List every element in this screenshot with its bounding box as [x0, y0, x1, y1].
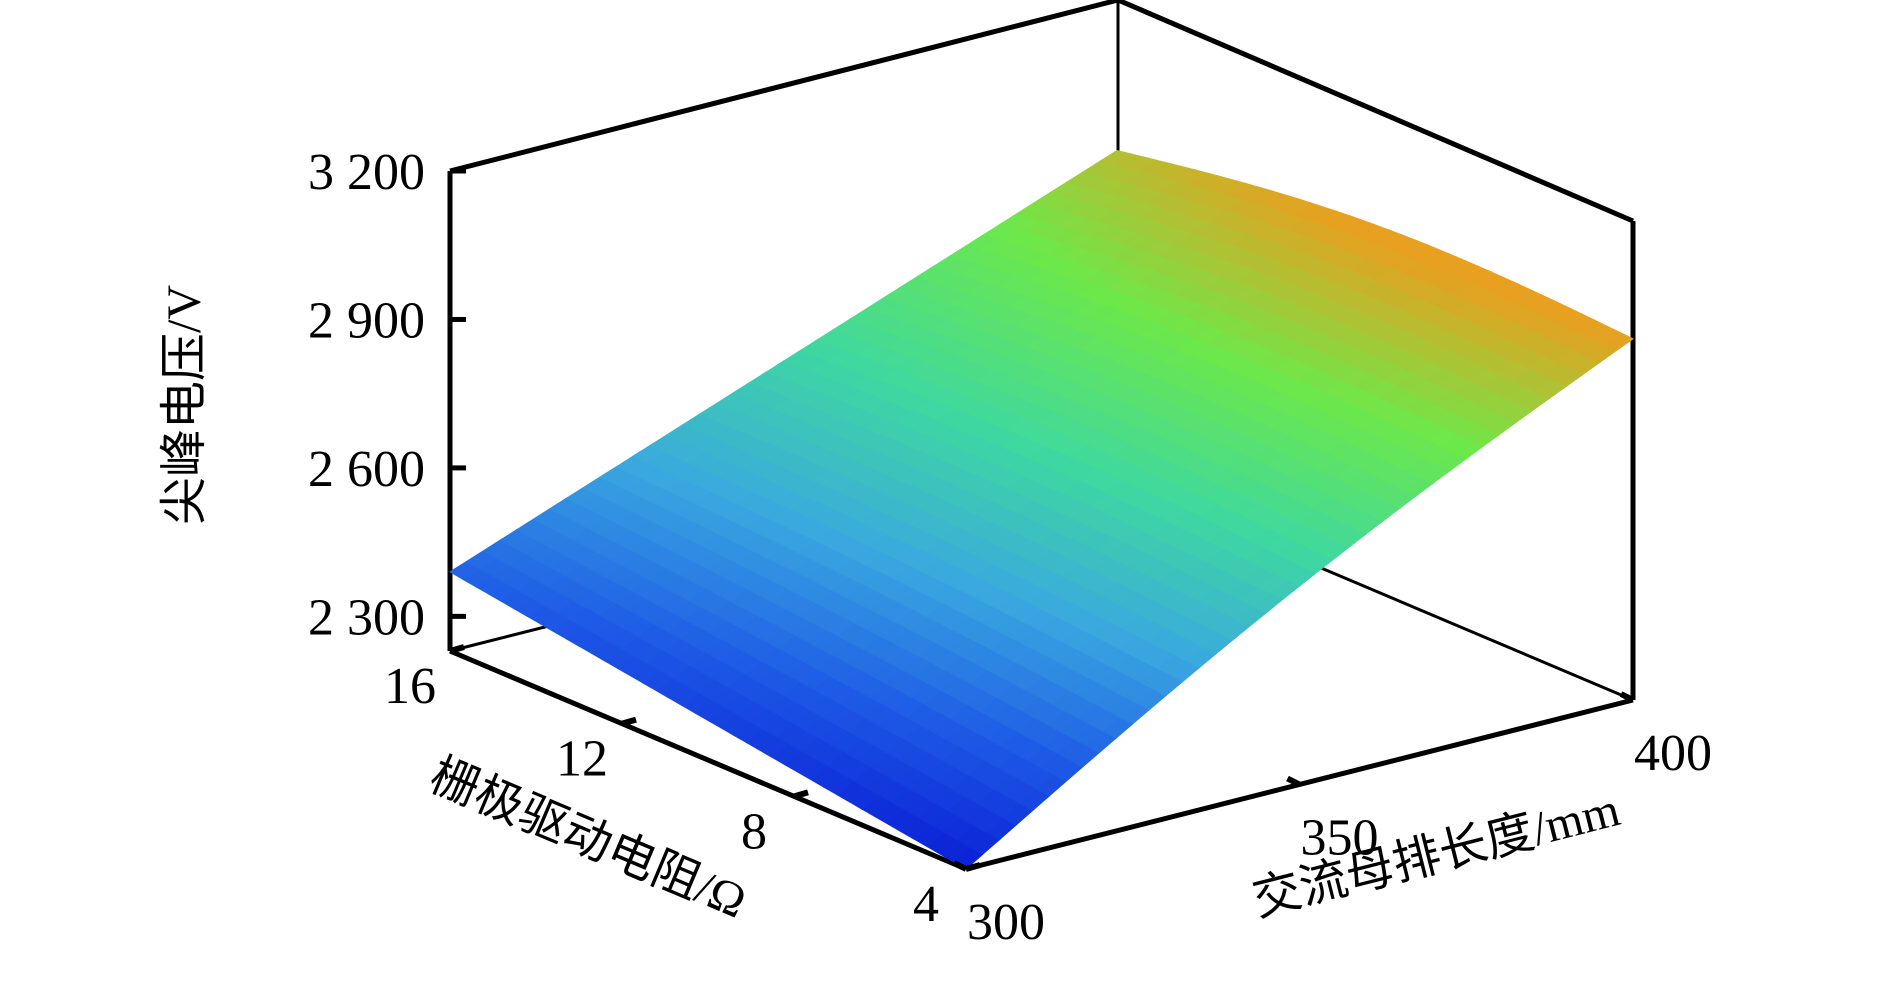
y-tick-mark — [793, 789, 809, 800]
z-tick-label: 2 600 — [308, 441, 425, 498]
y-tick-label: 4 — [913, 876, 939, 933]
x-tick-mark — [952, 860, 968, 872]
x-tick-label: 300 — [967, 894, 1045, 951]
z-tick-label: 2 900 — [308, 292, 425, 349]
y-tick-mark — [621, 716, 637, 727]
y-tick-mark — [965, 862, 981, 872]
y-tick-label: 8 — [741, 803, 767, 860]
y-tick-label: 16 — [384, 658, 436, 715]
x-tick-mark — [1619, 691, 1635, 703]
surface-plot — [449, 149, 1634, 870]
x-axis: 300 350 400 — [952, 691, 1712, 951]
top-left-edge — [449, 0, 1119, 174]
z-axis-title: 尖峰电压/V — [158, 285, 211, 525]
x-tick-label: 400 — [1634, 725, 1712, 782]
z-tick-label: 3 200 — [308, 144, 425, 201]
y-tick-label: 12 — [556, 731, 608, 788]
surface-patch — [1099, 149, 1132, 165]
z-axis: 3 200 2 900 2 600 2 300 — [308, 144, 466, 646]
floor-front-left-edge — [449, 648, 967, 872]
x-tick-mark — [1286, 775, 1301, 788]
z-tick-label: 2 300 — [308, 589, 425, 646]
x-tick-label: 350 — [1301, 810, 1379, 867]
y-tick-mark — [449, 644, 465, 654]
y-axis: 16 12 8 4 — [384, 644, 981, 933]
top-right-edge — [1117, 0, 1634, 224]
